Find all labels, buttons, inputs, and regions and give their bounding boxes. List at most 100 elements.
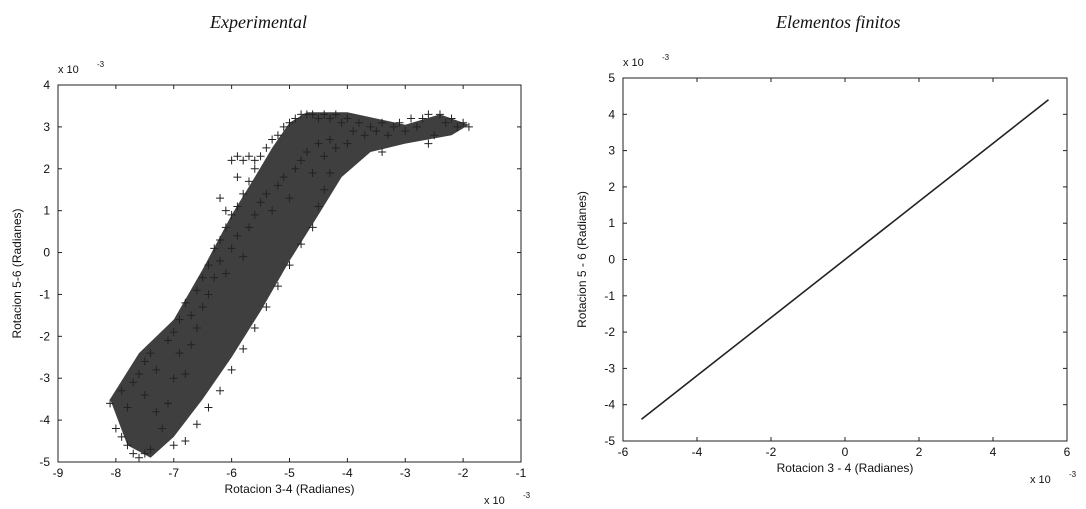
chart1-data-point [343,114,352,123]
chart2-x-tick-label: -2 [766,445,777,459]
chart1-data-point [221,223,230,232]
chart1-data-point [378,118,387,127]
chart1-data-point [239,189,248,198]
chart1-data-point [273,282,282,291]
chart2-y-tick-label: 4 [608,107,615,121]
chart1-data-point [395,118,404,127]
chart1-x-tick-label: -1 [516,466,527,480]
chart1-x-tick-label: -3 [400,466,411,480]
chart1-y-axis-label: Rotacion 5-6 (Radianes) [10,208,24,338]
chart1-data-point [273,131,282,140]
chart1-data-point [314,114,323,123]
chart1-data-point [216,194,225,203]
chart1-data-point [308,110,317,119]
chart2-y-tick-label: -5 [604,434,615,448]
chart1-data-point [244,152,253,161]
chart1-data-point [181,437,190,446]
chart1-data-point [152,365,161,374]
chart1-data-point [326,135,335,144]
chart1-data-point [430,131,439,140]
chart1-y-tick-label: -1 [39,287,50,301]
chart1-data-point [250,210,259,219]
chart1-data-point [459,118,468,127]
chart1-y-tick-label: 0 [43,246,50,260]
chart1-data-point [424,110,433,119]
chart1-x-tick-label: -9 [53,466,64,480]
chart1-data-point [129,378,138,387]
chart1-data-point [343,139,352,148]
chart2-y-tick-label: 2 [608,180,615,194]
chart1-data-point [135,453,144,462]
chart1-data-point [227,365,236,374]
chart2-y-tick-label: 0 [608,253,615,267]
chart2-x-tick-label: 4 [990,445,997,459]
chart1-data-point [192,286,201,295]
chart2-x-tick-label: 2 [916,445,923,459]
chart1-data-point [123,441,132,450]
chart1-x-tick-label: -6 [226,466,237,480]
chart1-data-point [210,244,219,253]
chart1-data-point [204,403,213,412]
chart1-data-point [187,311,196,320]
chart2-y-tick-label: -2 [604,325,615,339]
chart2-y-tick-label: -1 [604,289,615,303]
chart1-data-point [117,432,126,441]
chart1-y-multiplier: x 10 [58,64,79,76]
chart2-series-line [641,99,1049,420]
chart1-data-point [198,273,207,282]
chart1-data-point [152,407,161,416]
chart1-data-point [360,131,369,140]
chart1-data-point [250,164,259,173]
chart1-data-point [464,122,473,131]
chart1-x-tick-label: -8 [111,466,122,480]
chart1-data-point [268,206,277,215]
chart1-data-point [262,303,271,312]
chart2-x-axis-label: Rotacion 3 - 4 (Radianes) [777,461,914,475]
chart1-data-point [349,127,358,136]
chart1-data-point [378,148,387,157]
chart1-data-point [233,202,242,211]
chart2-y-tick-label: -3 [604,361,615,375]
chart1-data-point [285,261,294,270]
chart1-data-point [111,424,120,433]
chart2-x-multiplier: x 10 [1030,474,1051,486]
chart1-data-point [262,189,271,198]
chart1-data-point [239,344,248,353]
chart1-data-point [239,252,248,261]
chart2-y-multiplier: x 10 [623,57,644,69]
chart1-data-point [216,235,225,244]
chart1-data-point [227,210,236,219]
chart1-data-point [314,139,323,148]
chart1-data-point [320,185,329,194]
chart1-data-point [204,290,213,299]
chart1-data-point [320,110,329,119]
chart1-data-point [233,152,242,161]
chart1-data-point [239,156,248,165]
chart2-x-multiplier-exponent: -3 [1069,470,1077,479]
chart1-data-point [216,386,225,395]
chart1-data-point [314,202,323,211]
chart1-data-point [279,122,288,131]
chart1-data-point [250,156,259,165]
chart1-data-point [326,114,335,123]
chart1-data-point [256,198,265,207]
chart1-data-point [129,449,138,458]
chart1-data-point [244,177,253,186]
chart1-data-point [285,194,294,203]
chart1-data-point [192,323,201,332]
chart1-data-point [453,122,462,131]
chart2-x-tick-label: 0 [842,445,849,459]
chart1-data-point [297,156,306,165]
chart1-data-point [285,118,294,127]
chart1-data-point [291,164,300,173]
chart1-data-point [210,273,219,282]
chart1-data-point [181,298,190,307]
chart1-data-point [331,143,340,152]
chart1-data-point [158,424,167,433]
chart1-data-point [302,148,311,157]
chart1-data-point [163,336,172,345]
chart1-data-point [117,386,126,395]
chart1-data-point [244,223,253,232]
chart1-data-point [308,168,317,177]
chart1-data-point [279,173,288,182]
